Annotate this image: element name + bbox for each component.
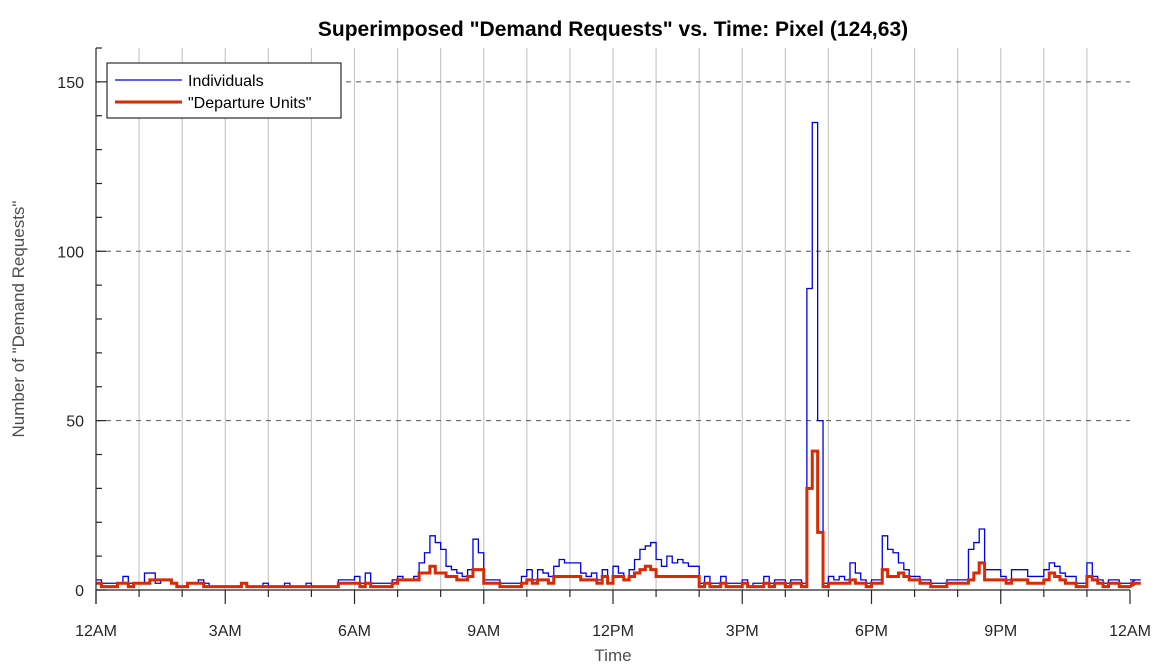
y-axis-label: Number of "Demand Requests" (9, 201, 28, 438)
legend-label-individuals: Individuals (188, 73, 264, 90)
y-tick-label: 150 (57, 75, 84, 92)
y-tick-label: 0 (75, 583, 84, 600)
chart-title: Superimposed "Demand Requests" vs. Time:… (318, 18, 908, 41)
series-line-1 (96, 449, 1141, 589)
x-axis-label: Time (594, 646, 631, 665)
x-tick-label: 9PM (984, 623, 1017, 640)
tick-labels: 0 50 100 150 12AM 3AM 6AM 9AM 12PM 3PM 6PM 9PM 12AM (57, 75, 1151, 640)
x-tick-label: 9AM (467, 623, 500, 640)
x-tick-label: 6PM (855, 623, 888, 640)
legend: Individuals "Departure Units" (106, 62, 342, 119)
legend-label-departure-units: "Departure Units" (188, 95, 311, 112)
x-tick-label: 12AM (1109, 623, 1151, 640)
x-tick-label: 12AM (75, 623, 117, 640)
x-tick-label: 12PM (592, 623, 634, 640)
x-tick-label: 3PM (726, 623, 759, 640)
y-tick-label: 100 (57, 244, 84, 261)
legend-box (106, 62, 342, 119)
series-layer (96, 121, 1141, 589)
axes (95, 47, 1131, 604)
x-tick-label: 3AM (209, 623, 242, 640)
y-tick-label: 50 (66, 414, 84, 431)
x-tick-label: 6AM (338, 623, 371, 640)
